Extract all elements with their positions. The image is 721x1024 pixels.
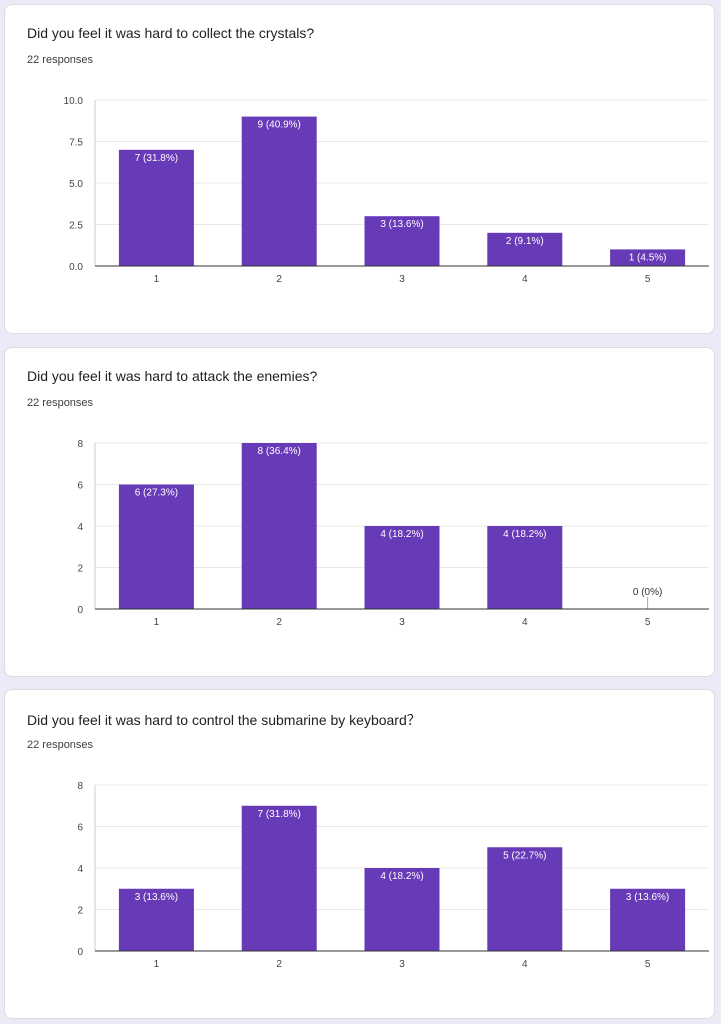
data-label: 0 (0%) <box>633 587 662 598</box>
bar <box>364 526 440 609</box>
bar <box>118 484 194 609</box>
y-tick-label: 4 <box>77 522 83 533</box>
y-tick-label: 6 <box>77 481 83 492</box>
bar <box>364 868 440 951</box>
x-tick-label: 5 <box>645 274 651 285</box>
bar <box>118 888 194 951</box>
bar <box>364 216 440 266</box>
data-label: 7 (31.8%) <box>135 153 178 164</box>
x-tick-label: 2 <box>276 617 282 628</box>
chart-card-2: Did you feel it was hard to attack the e… <box>4 347 715 677</box>
data-label: 8 (36.4%) <box>258 446 301 457</box>
chart-card-1: Did you feel it was hard to collect the … <box>4 4 715 334</box>
x-tick-label: 4 <box>522 617 528 628</box>
bar-chart: 0.0 2.5 5.0 7.5 10.0 7 (31.8%) 1 9 (40.9%) 2 3 (1… <box>64 96 709 285</box>
data-label: 4 (18.2%) <box>380 871 423 882</box>
bar <box>487 526 563 609</box>
y-tick-label: 8 <box>77 781 83 792</box>
data-label: 3 (13.6%) <box>380 219 423 230</box>
bar <box>487 232 563 266</box>
data-label: 3 (13.6%) <box>626 892 669 903</box>
question-title: Did you feel it was hard to control the … <box>27 712 421 728</box>
x-tick-label: 2 <box>276 959 282 970</box>
response-count: 22 responses <box>27 397 94 409</box>
x-tick-label: 5 <box>645 617 651 628</box>
data-label: 7 (31.8%) <box>258 809 301 820</box>
data-label: 2 (9.1%) <box>506 236 544 247</box>
bar-chart: 0 2 4 6 8 3 (13.6%) 1 7 (31.8%) 2 4 (18.2%) 3 5 (22… <box>77 781 709 970</box>
x-tick-label: 3 <box>399 959 405 970</box>
bar <box>118 149 194 266</box>
bar <box>241 805 317 951</box>
response-count: 22 responses <box>27 739 94 751</box>
bar <box>610 249 686 266</box>
y-tick-label: 4 <box>77 864 83 875</box>
y-tick-label: 0 <box>77 605 83 616</box>
bar <box>610 888 686 951</box>
x-tick-label: 1 <box>154 617 160 628</box>
x-tick-label: 3 <box>399 617 405 628</box>
y-tick-label: 8 <box>77 439 83 450</box>
y-tick-label: 7.5 <box>69 138 83 149</box>
bar <box>241 443 317 609</box>
data-label: 4 (18.2%) <box>380 529 423 540</box>
chart-card-3: Did you feel it was hard to control the … <box>4 689 715 1019</box>
data-label: 6 (27.3%) <box>135 488 178 499</box>
x-tick-label: 5 <box>645 959 651 970</box>
data-label: 5 (22.7%) <box>503 850 546 861</box>
x-tick-label: 1 <box>154 274 160 285</box>
x-tick-label: 1 <box>154 959 160 970</box>
y-tick-label: 2 <box>77 906 83 917</box>
x-tick-label: 3 <box>399 274 405 285</box>
y-tick-label: 10.0 <box>64 96 84 107</box>
x-tick-label: 2 <box>276 274 282 285</box>
y-tick-label: 2.5 <box>69 221 83 232</box>
y-tick-label: 6 <box>77 823 83 834</box>
data-label: 3 (13.6%) <box>135 892 178 903</box>
bar <box>241 116 317 266</box>
x-tick-label: 4 <box>522 274 528 285</box>
data-label: 1 (4.5%) <box>629 252 667 263</box>
x-tick-label: 4 <box>522 959 528 970</box>
y-tick-label: 0 <box>77 947 83 958</box>
y-tick-label: 2 <box>77 564 83 575</box>
response-count: 22 responses <box>27 54 94 66</box>
data-label: 9 (40.9%) <box>258 120 301 131</box>
bar-chart: 0 2 4 6 8 6 (27.3%) 1 8 (36.4%) 2 4 (18.2%) 3 4 (18… <box>77 439 709 628</box>
question-title: Did you feel it was hard to collect the … <box>27 25 315 41</box>
bar <box>487 847 563 951</box>
y-tick-label: 5.0 <box>69 179 83 190</box>
y-tick-label: 0.0 <box>69 262 83 273</box>
question-title: Did you feel it was hard to attack the e… <box>27 368 318 384</box>
data-label: 4 (18.2%) <box>503 529 546 540</box>
